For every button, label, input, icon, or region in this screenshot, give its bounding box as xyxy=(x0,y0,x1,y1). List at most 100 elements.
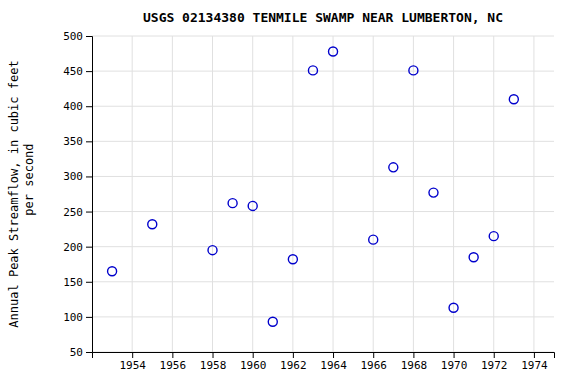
tick: 1966 xyxy=(360,352,387,372)
tick: 1956 xyxy=(160,352,187,372)
tick-mark xyxy=(86,36,92,37)
tick-mark xyxy=(86,317,92,318)
tick: 50 xyxy=(70,346,92,359)
point xyxy=(248,201,257,210)
y-axis-title-line: per second xyxy=(22,143,36,244)
tick: 1968 xyxy=(401,352,428,372)
point xyxy=(449,303,458,312)
tick-mark xyxy=(373,352,374,358)
grid-line xyxy=(92,176,554,177)
tick-label: 1972 xyxy=(481,359,508,372)
tick-mark xyxy=(534,352,535,358)
x-axis: 1954 1956 1958 1960 1962 1964 1966 1968 1970 1972… xyxy=(93,352,555,372)
point xyxy=(228,199,237,208)
grid-line xyxy=(92,71,554,72)
tick-mark xyxy=(494,352,495,358)
point xyxy=(369,235,378,244)
point xyxy=(409,66,418,75)
point xyxy=(208,246,217,255)
tick-mark xyxy=(454,352,455,358)
grid-line xyxy=(92,141,554,142)
tick-mark xyxy=(86,282,92,283)
tick: 200 xyxy=(63,241,92,254)
axis-line xyxy=(86,37,93,353)
tick-label: 1970 xyxy=(441,359,468,372)
title: USGS 02134380 TENMILE SWAMP NEAR LUMBERT… xyxy=(143,10,503,25)
point xyxy=(509,95,518,104)
tick-label: 400 xyxy=(63,100,83,113)
point xyxy=(108,267,117,276)
point xyxy=(489,232,498,241)
y-axis-title: Annual Peak Streamflow, in cubic feet pe… xyxy=(7,60,36,327)
grid-line xyxy=(92,36,554,37)
tick-mark xyxy=(293,352,294,358)
tick-label: 1960 xyxy=(240,359,267,372)
tick-label: 1964 xyxy=(320,359,347,372)
tick-label: 1958 xyxy=(200,359,227,372)
point xyxy=(429,188,438,197)
tick: 1958 xyxy=(200,352,227,372)
grid-line xyxy=(92,106,554,107)
tick-mark xyxy=(172,352,173,358)
grid-line xyxy=(172,36,173,352)
grid-line xyxy=(92,316,554,317)
y-axis-title-line: Annual Peak Streamflow, in cubic feet xyxy=(7,60,21,327)
point xyxy=(148,220,157,229)
point xyxy=(268,317,277,326)
tick-mark xyxy=(86,212,92,213)
tick-label: 250 xyxy=(63,206,83,219)
tick-mark xyxy=(86,176,92,177)
tick-label: 350 xyxy=(63,135,83,148)
tick-mark xyxy=(86,352,92,353)
tick: 350 xyxy=(63,135,92,148)
tick-label: 1956 xyxy=(160,359,187,372)
grid-line xyxy=(373,36,374,352)
tick-label: 1974 xyxy=(521,359,548,372)
tick: 1954 xyxy=(119,352,146,372)
tick: 1974 xyxy=(521,352,548,372)
tick-mark xyxy=(413,352,414,358)
grid-line xyxy=(533,36,534,352)
tick-mark xyxy=(333,352,334,358)
grid-line xyxy=(92,246,554,247)
tick-label: 1954 xyxy=(119,359,146,372)
grid-line xyxy=(333,36,334,352)
grid-line xyxy=(493,36,494,352)
point xyxy=(389,163,398,172)
grid-line xyxy=(212,36,213,352)
tick: 1972 xyxy=(481,352,508,372)
tick: 100 xyxy=(63,311,92,324)
tick: 450 xyxy=(63,65,92,78)
tick: 400 xyxy=(63,100,92,113)
points xyxy=(108,47,519,326)
grid-line xyxy=(92,211,554,212)
tick-label: 150 xyxy=(63,276,83,289)
grid-line xyxy=(252,36,253,352)
grid-line xyxy=(292,36,293,352)
point xyxy=(329,47,338,56)
tick: 500 xyxy=(63,30,92,43)
point xyxy=(288,255,297,264)
tick: 250 xyxy=(63,206,92,219)
grid-line xyxy=(92,281,554,282)
point xyxy=(469,253,478,262)
tick-label: 450 xyxy=(63,65,83,78)
grid-line xyxy=(413,36,414,352)
tick-label: 300 xyxy=(63,170,83,183)
tick-label: 500 xyxy=(63,30,83,43)
tick-label: 200 xyxy=(63,241,83,254)
tick-mark xyxy=(213,352,214,358)
tick-label: 50 xyxy=(70,346,83,359)
tick-label: 1968 xyxy=(401,359,428,372)
tick-mark xyxy=(86,141,92,142)
tick: 1960 xyxy=(240,352,267,372)
grid-line xyxy=(453,36,454,352)
tick-label: 1966 xyxy=(360,359,387,372)
plot: 1954 1956 1958 1960 1962 1964 1966 1968 1970 1972… xyxy=(63,30,554,372)
tick-label: 1962 xyxy=(280,359,307,372)
tick-mark xyxy=(86,106,92,107)
tick-mark xyxy=(86,247,92,248)
tick: 1970 xyxy=(441,352,468,372)
tick: 300 xyxy=(63,170,92,183)
tick: 1964 xyxy=(320,352,347,372)
